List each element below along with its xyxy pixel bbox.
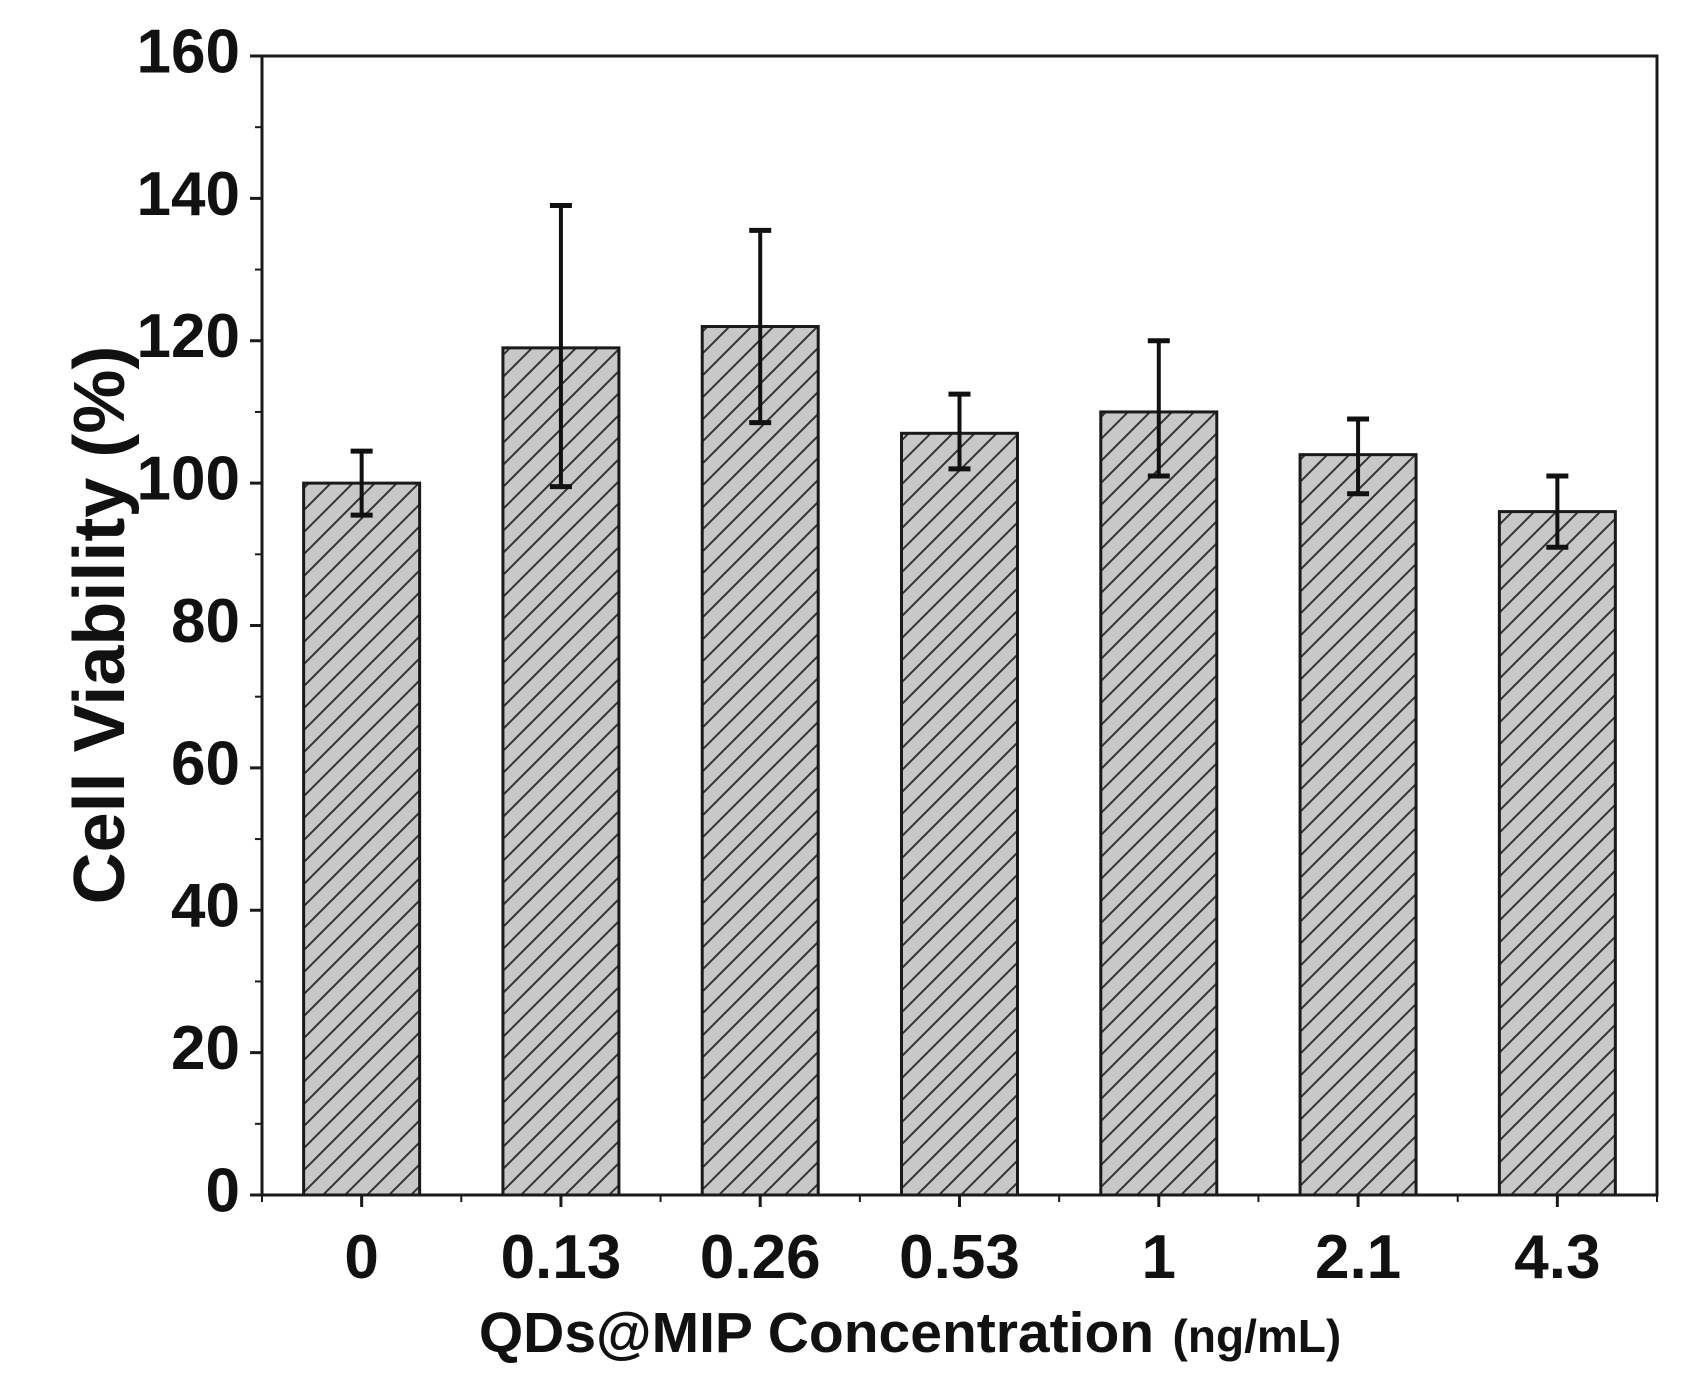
error-bars-layer <box>350 202 1569 550</box>
x-tick-label-0: 0 <box>344 1223 378 1292</box>
error-bar-1 <box>1147 338 1170 479</box>
error-bar-4.3 <box>1546 473 1569 550</box>
x-tick-label-4.3: 4.3 <box>1514 1223 1600 1292</box>
error-bar-0.13 <box>549 202 572 490</box>
bar-4.3 <box>1497 510 1617 1197</box>
y-axis-title: Cell Viability (%) <box>60 346 140 905</box>
x-tick-label-1: 1 <box>1142 1223 1176 1292</box>
y-tick-label-60: 60 <box>171 729 240 798</box>
x-axis: 0 0.13 0.26 0.53 1 2.1 4.3 <box>261 1195 1658 1292</box>
y-tick-label-160: 160 <box>137 17 240 86</box>
bars-layer <box>302 325 1617 1197</box>
y-axis: 0 20 40 60 80 100 120 140 160 <box>137 17 262 1225</box>
y-tick-label-80: 80 <box>171 587 240 656</box>
bar-0.26 <box>700 325 820 1197</box>
bar-0 <box>302 481 422 1197</box>
bar-2.1 <box>1298 453 1418 1197</box>
error-bar-0.26 <box>749 227 772 426</box>
x-tick-label-2.1: 2.1 <box>1315 1223 1401 1292</box>
y-tick-label-100: 100 <box>137 445 240 514</box>
x-axis-title: QDs@MIP Concentration (ng/mL) <box>479 1301 1341 1365</box>
bar-0.53 <box>900 431 1019 1197</box>
error-bar-0.53 <box>948 391 971 472</box>
y-tick-label-140: 140 <box>137 160 240 229</box>
y-tick-label-40: 40 <box>171 872 240 941</box>
y-tick-label-120: 120 <box>137 302 240 371</box>
x-axis-title-unit: (ng/mL) <box>1173 1310 1342 1362</box>
x-axis-title-main: QDs@MIP Concentration <box>479 1301 1154 1365</box>
x-tick-label-0.53: 0.53 <box>899 1223 1020 1292</box>
error-bar-0 <box>350 448 373 518</box>
y-tick-label-20: 20 <box>171 1014 240 1083</box>
x-tick-label-0.13: 0.13 <box>501 1223 622 1292</box>
x-tick-label-0.26: 0.26 <box>700 1223 821 1292</box>
error-bar-2.1 <box>1347 416 1370 497</box>
bar-1 <box>1099 410 1219 1197</box>
y-tick-label-0: 0 <box>206 1156 240 1225</box>
